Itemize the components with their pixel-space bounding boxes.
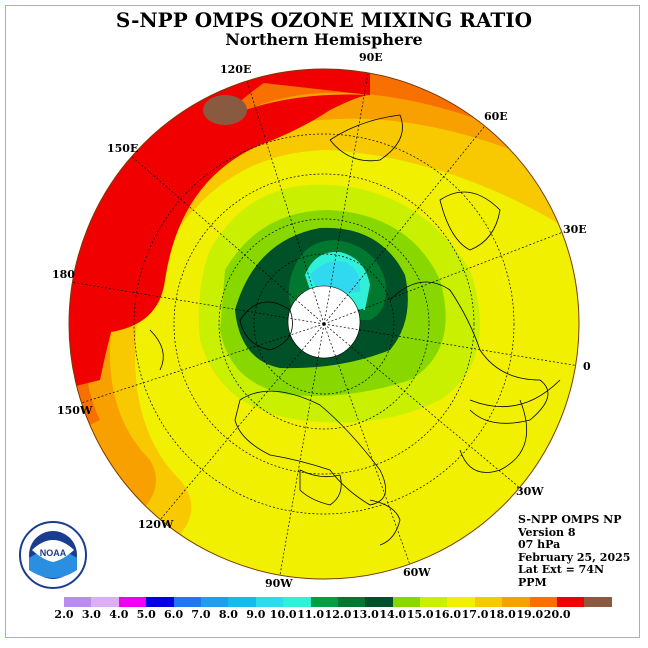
colorbar-tick-label: 20.0 bbox=[543, 608, 571, 621]
lon-label-180: 180 bbox=[52, 268, 75, 281]
colorbar-swatch bbox=[91, 597, 119, 607]
lon-label-0: 0 bbox=[583, 360, 591, 373]
noaa-logo: NOAA bbox=[18, 520, 88, 594]
colorbar bbox=[64, 597, 612, 607]
lon-label-120w: 120W bbox=[138, 518, 174, 531]
colorbar-swatch bbox=[146, 597, 174, 607]
colorbar-tick-label: 15.0 bbox=[406, 608, 434, 621]
colorbar-swatch bbox=[474, 597, 503, 607]
colorbar-swatch bbox=[173, 597, 201, 607]
colorbar-swatch bbox=[529, 597, 558, 607]
info-date: February 25, 2025 bbox=[518, 550, 631, 564]
colorbar-tick-label: 9.0 bbox=[246, 608, 266, 621]
lon-label-150e: 150E bbox=[107, 142, 138, 155]
lon-label-30e: 30E bbox=[563, 223, 587, 236]
info-units: PPM bbox=[518, 575, 547, 589]
colorbar-tick-label: 16.0 bbox=[434, 608, 461, 621]
colorbar-tick-label: 17.0 bbox=[461, 608, 489, 621]
colorbar-swatch bbox=[557, 597, 585, 607]
colorbar-swatch bbox=[392, 597, 421, 607]
colorbar-tick-label: 3.0 bbox=[81, 608, 101, 621]
colorbar-tick-label: 14.0 bbox=[379, 608, 407, 621]
colorbar-swatch bbox=[310, 597, 338, 607]
graticule bbox=[69, 69, 579, 576]
colorbar-swatch bbox=[584, 597, 612, 607]
colorbar-swatch bbox=[64, 597, 92, 607]
colorbar-swatch bbox=[447, 597, 475, 607]
globe-edge bbox=[68, 68, 580, 580]
info-lat-ext: Lat Ext = 74N bbox=[518, 563, 605, 576]
colorbar-swatch bbox=[118, 597, 147, 607]
lon-label-60w: 60W bbox=[403, 566, 431, 579]
colorbar-tick-label: 8.0 bbox=[218, 608, 238, 621]
colorbar-tick-label: 13.0 bbox=[351, 608, 379, 621]
noaa-seal-icon: NOAA bbox=[19, 521, 87, 589]
figure-frame bbox=[5, 5, 640, 638]
colorbar-ticks: 2.0 3.0 4.0 5.0 6.0 7.0 8.0 9.0 10.0 11.0 12.0 13.0… bbox=[54, 608, 596, 622]
colorbar-swatch bbox=[502, 597, 530, 607]
colorbar-tick-label: 5.0 bbox=[136, 608, 156, 621]
colorbar-tick-label: 12.0 bbox=[324, 608, 352, 621]
colorbar-swatch bbox=[420, 597, 448, 607]
colorbar-tick-label: 19.0 bbox=[516, 608, 544, 621]
colorbar-swatch bbox=[283, 597, 311, 607]
lon-label-90w: 90W bbox=[265, 577, 293, 590]
colorbar-tick-label: 4.0 bbox=[109, 608, 129, 621]
map-subtitle: Northern Hemisphere bbox=[225, 30, 423, 49]
info-version: Version 8 bbox=[518, 525, 576, 539]
colorbar-swatch bbox=[337, 597, 366, 607]
lon-label-150w: 150W bbox=[57, 404, 93, 417]
info-level: 07 hPa bbox=[518, 538, 561, 551]
lon-label-90e: 90E bbox=[359, 51, 383, 64]
info-instrument: S-NPP OMPS NP bbox=[518, 513, 622, 526]
info-panel: S-NPP OMPS NP Version 8 07 hPa February … bbox=[518, 513, 631, 589]
lon-label-60e: 60E bbox=[484, 110, 508, 123]
colorbar-swatch bbox=[365, 597, 393, 607]
logo-text: NOAA bbox=[40, 548, 67, 558]
lon-label-120e: 120E bbox=[220, 63, 251, 76]
colorbar-tick-label: 10.0 bbox=[269, 608, 297, 621]
colorbar-tick-label: 11.0 bbox=[297, 608, 324, 621]
colorbar-tick-label: 18.0 bbox=[488, 608, 516, 621]
colorbar-tick-label: 7.0 bbox=[191, 608, 211, 621]
colorbar-swatch bbox=[228, 597, 256, 607]
lon-label-30w: 30W bbox=[516, 485, 544, 498]
colorbar-tick-label: 6.0 bbox=[164, 608, 184, 621]
colorbar-tick-label: 2.0 bbox=[54, 608, 74, 621]
map-title: S-NPP OMPS OZONE MIXING RATIO bbox=[115, 8, 533, 32]
colorbar-swatch bbox=[200, 597, 229, 607]
colorbar-swatch bbox=[255, 597, 284, 607]
coastlines bbox=[149, 114, 561, 546]
